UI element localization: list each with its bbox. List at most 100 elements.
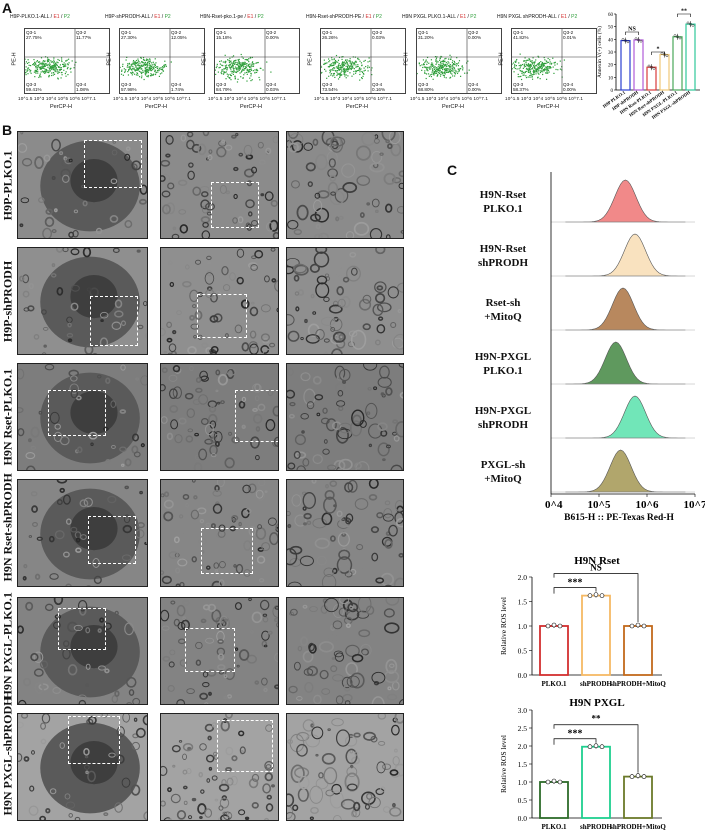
- organelle: [359, 212, 365, 218]
- organelle: [212, 503, 223, 514]
- organelle: [54, 614, 62, 620]
- organelle: [121, 320, 126, 327]
- flow-scatter-svg: [25, 29, 109, 93]
- event-dot: [147, 71, 149, 73]
- organelle: [217, 639, 224, 644]
- organelle: [287, 257, 300, 268]
- em-row-label: H9N Rset-shPRODH: [0, 473, 15, 582]
- event-dot: [350, 64, 352, 67]
- organelle: [114, 310, 124, 318]
- organelle: [187, 345, 197, 354]
- organelle: [366, 202, 371, 206]
- event-dot: [34, 71, 37, 73]
- organelle: [184, 392, 194, 400]
- flow-plot: H9P-PLKO.1-ALL / E1 / P2 Q3-1 27.75% Q3-2 …: [10, 14, 112, 110]
- event-dot: [42, 65, 44, 67]
- organelle: [328, 634, 338, 642]
- organelle: [111, 149, 118, 156]
- event-dot: [232, 73, 234, 76]
- event-dot: [345, 65, 347, 67]
- event-dot: [254, 69, 256, 71]
- event-dot: [127, 63, 129, 65]
- organelle: [349, 251, 357, 258]
- significance-bracket: [553, 587, 597, 594]
- event-dot: [333, 58, 335, 61]
- organelle: [212, 490, 222, 497]
- organelle: [227, 812, 233, 819]
- event-dot: [457, 68, 459, 70]
- event-dot: [330, 73, 333, 75]
- event-dot: [430, 59, 433, 61]
- organelle: [90, 442, 94, 447]
- organelle: [305, 162, 316, 172]
- organelle: [267, 388, 274, 397]
- organelle: [223, 695, 228, 700]
- quadrant-stat: Q3-4 1.08%: [76, 82, 90, 92]
- event-dot: [528, 68, 530, 71]
- organelle: [200, 618, 207, 624]
- organelle: [103, 622, 112, 630]
- event-dot: [425, 73, 428, 75]
- quadrant-stat: Q3-3 68.80%: [418, 82, 434, 92]
- event-dot: [548, 66, 550, 68]
- event-dot: [50, 67, 53, 69]
- organelle: [312, 454, 323, 465]
- organelle: [390, 464, 403, 470]
- organelle: [395, 517, 403, 528]
- event-dot: [42, 60, 45, 62]
- organelle: [43, 344, 47, 348]
- event-dot: [546, 65, 549, 68]
- event-dot: [49, 62, 51, 64]
- event-dot: [239, 72, 241, 74]
- event-dot: [35, 70, 37, 72]
- event-dot: [240, 66, 243, 68]
- organelle: [54, 530, 65, 540]
- y-tick-label: 40: [608, 38, 614, 43]
- event-dot: [538, 64, 540, 66]
- event-dot: [525, 76, 528, 79]
- event-dot: [345, 74, 347, 76]
- event-dot: [154, 64, 156, 66]
- organelle: [338, 549, 351, 561]
- organelle: [376, 761, 386, 774]
- organelle: [84, 764, 90, 770]
- organelle: [213, 562, 219, 569]
- event-dot: [158, 75, 160, 77]
- event-dot: [337, 65, 339, 68]
- event-dot: [236, 61, 238, 64]
- event-dot: [143, 62, 145, 64]
- event-dot: [129, 68, 131, 70]
- event-dot: [138, 76, 141, 78]
- event-dot: [437, 66, 439, 68]
- event-dot: [359, 60, 361, 62]
- event-dot: [243, 64, 245, 66]
- organelle: [262, 338, 270, 344]
- organelle: [343, 683, 351, 692]
- event-dot: [41, 63, 43, 65]
- organelle: [124, 458, 132, 467]
- event-dot: [453, 66, 455, 69]
- event-dot: [335, 61, 337, 64]
- organelle: [39, 660, 49, 669]
- event-dot: [229, 73, 231, 76]
- organelle: [342, 182, 358, 193]
- event-dot: [224, 71, 226, 74]
- event-dot: [247, 71, 249, 73]
- em-micrograph: [17, 363, 148, 471]
- event-dot: [422, 64, 425, 66]
- organelle: [252, 407, 258, 413]
- significance-label: ***: [568, 578, 583, 589]
- em-texture: [287, 248, 403, 354]
- em-texture: [161, 132, 278, 238]
- em-texture: [18, 714, 147, 820]
- significance-label: **: [681, 9, 687, 15]
- event-dot: [450, 58, 452, 60]
- event-dot: [145, 59, 147, 62]
- event-dot: [248, 69, 250, 71]
- event-dot: [52, 67, 54, 70]
- event-dot: [57, 62, 59, 64]
- organelle: [287, 389, 296, 399]
- event-dot: [418, 62, 420, 64]
- event-dot: [426, 61, 428, 63]
- organelle: [287, 581, 302, 586]
